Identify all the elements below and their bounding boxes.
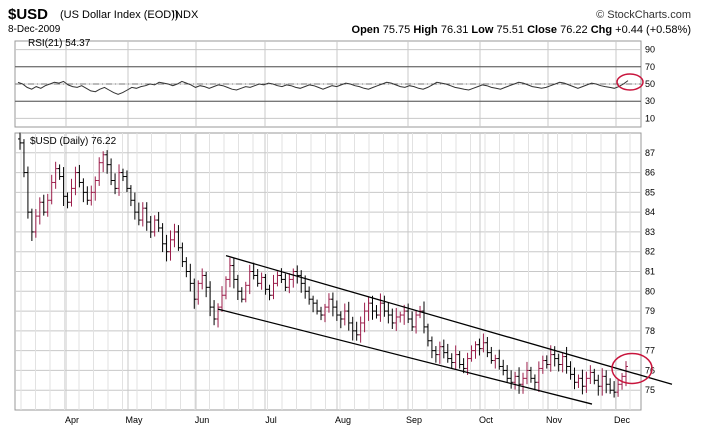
price-tick-label: 80 (645, 286, 655, 296)
rsi-circle-annotation (616, 73, 644, 91)
month-label: Jul (265, 415, 277, 425)
month-label: Oct (479, 415, 494, 425)
rsi-title: RSI(21) 54.37 (28, 38, 91, 49)
month-label: Aug (335, 415, 351, 425)
rsi-panel: 10 30 50 70 90 (14, 40, 655, 128)
chart-date: 8-Dec-2009 (8, 24, 61, 35)
exchange: INDX (172, 9, 199, 21)
chg-label: Chg (590, 24, 613, 36)
low-value: 75.51 (496, 24, 525, 36)
open-label: Open (351, 24, 380, 36)
price-tick-label: 78 (645, 326, 655, 336)
price-tick-label: 81 (645, 267, 655, 277)
price-tick-label: 77 (645, 346, 655, 356)
symbol: $USD (8, 6, 49, 23)
price-tick-label: 75 (645, 385, 655, 395)
month-label: Nov (546, 415, 563, 425)
high-value: 76.31 (440, 24, 469, 36)
open-value: 75.75 (382, 24, 411, 36)
full-name: (US Dollar Index (EOD)) (60, 9, 179, 21)
trend-line-upper (225, 255, 673, 385)
month-label: Apr (65, 415, 79, 425)
close-label: Close (527, 24, 558, 36)
high-label: High (413, 24, 438, 36)
price-circle-annotation (611, 352, 653, 385)
trend-line-lower (217, 308, 593, 405)
price-tick-label: 86 (645, 168, 655, 178)
month-label: Dec (614, 415, 631, 425)
price-tick-label: 82 (645, 247, 655, 257)
quote-summary: Open 75.75 High 76.31 Low 75.51 Close 76… (352, 24, 691, 36)
price-tick-label: 76 (645, 365, 655, 375)
low-label: Low (471, 24, 494, 36)
price-tick-label: 84 (645, 207, 655, 217)
rsi-tick-label: 50 (645, 79, 655, 89)
price-tick-label: 83 (645, 227, 655, 237)
chg-value: +0.44 (+0.58%) (615, 24, 691, 36)
month-label: Jun (195, 415, 210, 425)
month-label: May (125, 415, 143, 425)
price-tick-label: 85 (645, 187, 655, 197)
rsi-tick-label: 30 (645, 96, 655, 106)
rsi-line (17, 80, 629, 95)
brand-link[interactable]: © StockCharts.com (596, 9, 691, 21)
price-tick-label: 79 (645, 306, 655, 316)
price-panel: 75 76 77 78 79 80 81 82 83 84 85 86 87 Apr May Jun Jul Au… (14, 132, 673, 425)
price-tick-label: 87 (645, 148, 655, 158)
price-title: $USD (Daily) 76.22 (30, 136, 117, 147)
close-value: 76.22 (560, 24, 588, 36)
rsi-tick-label: 90 (645, 45, 655, 55)
rsi-tick-label: 10 (645, 113, 655, 123)
rsi-tick-label: 70 (645, 62, 655, 72)
month-label: Sep (406, 415, 422, 425)
